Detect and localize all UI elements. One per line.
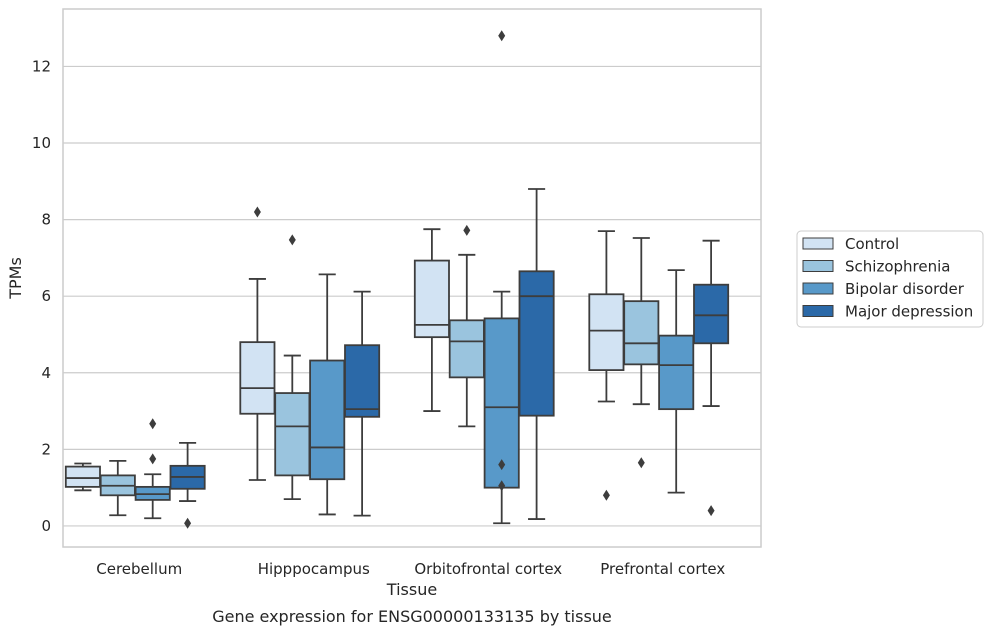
box-group xyxy=(239,206,276,481)
outlier-point xyxy=(253,206,261,218)
legend-swatch xyxy=(802,305,834,317)
box-group xyxy=(588,230,625,501)
x-tick-label: Cerebellum xyxy=(96,560,182,578)
outlier-point xyxy=(498,480,506,492)
outlier-point xyxy=(707,505,715,517)
box xyxy=(274,392,311,477)
x-tick-label: Orbitofrontal cortex xyxy=(414,560,562,578)
box-group xyxy=(344,290,381,517)
plot-marks xyxy=(64,30,730,529)
x-tick-label: Hipppocampus xyxy=(258,560,370,578)
box xyxy=(448,319,485,379)
box-group xyxy=(518,188,555,520)
box-group xyxy=(99,459,136,517)
box xyxy=(518,270,555,417)
legend-swatch xyxy=(802,260,834,272)
box xyxy=(309,359,346,481)
y-tick-label: 8 xyxy=(41,211,51,229)
x-tick-label: Prefrontal cortex xyxy=(600,560,725,578)
y-tick-labels: 0 2 4 6 8 10 12 xyxy=(32,57,51,535)
box xyxy=(588,293,625,371)
y-axis-label: TPMs xyxy=(6,257,25,300)
legend-label: Control xyxy=(845,235,899,253)
box-group xyxy=(169,441,206,529)
y-tick-label: 2 xyxy=(41,440,51,458)
outlier-point xyxy=(184,517,192,529)
box-group xyxy=(134,418,171,520)
box-group xyxy=(623,237,660,469)
outlier-point xyxy=(498,30,506,42)
y-tick-label: 4 xyxy=(41,364,51,382)
y-tick-label: 6 xyxy=(41,287,51,305)
box-group xyxy=(693,239,730,517)
box-group xyxy=(309,273,346,516)
plot-frame xyxy=(62,8,762,548)
x-axis-label: Tissue xyxy=(386,580,437,599)
figure-caption: Gene expression for ENSG00000133135 by t… xyxy=(212,607,612,626)
box-group xyxy=(483,30,520,525)
box xyxy=(64,465,101,488)
outlier-point xyxy=(149,453,157,465)
legend-label: Major depression xyxy=(845,303,973,321)
legend-label: Bipolar disorder xyxy=(845,280,965,298)
y-tick-label: 12 xyxy=(32,57,51,75)
outlier-point xyxy=(602,489,610,501)
x-tick-labels: Cerebellum Hipppocampus Orbitofrontal cort… xyxy=(96,560,725,578)
box-group xyxy=(448,224,485,428)
legend: Control Schizophrenia Bipolar disorder Majo… xyxy=(796,230,984,328)
box-group xyxy=(658,269,695,494)
gridlines xyxy=(63,65,761,527)
box xyxy=(623,300,660,366)
legend-frame xyxy=(796,230,984,328)
y-tick-label: 10 xyxy=(32,134,51,152)
legend-swatch xyxy=(802,282,834,295)
outlier-point xyxy=(637,457,645,469)
outlier-point xyxy=(498,459,506,471)
outlier-point xyxy=(463,224,471,236)
legend-swatch xyxy=(802,237,834,250)
box xyxy=(239,341,276,415)
box-group xyxy=(64,462,101,492)
box-group xyxy=(274,234,311,501)
outlier-point xyxy=(149,418,157,430)
box xyxy=(344,344,381,418)
box xyxy=(693,283,730,345)
box xyxy=(658,334,695,411)
y-tick-label: 0 xyxy=(41,517,51,535)
legend-label: Schizophrenia xyxy=(845,258,950,276)
box-group xyxy=(413,228,450,412)
outlier-point xyxy=(288,234,296,246)
